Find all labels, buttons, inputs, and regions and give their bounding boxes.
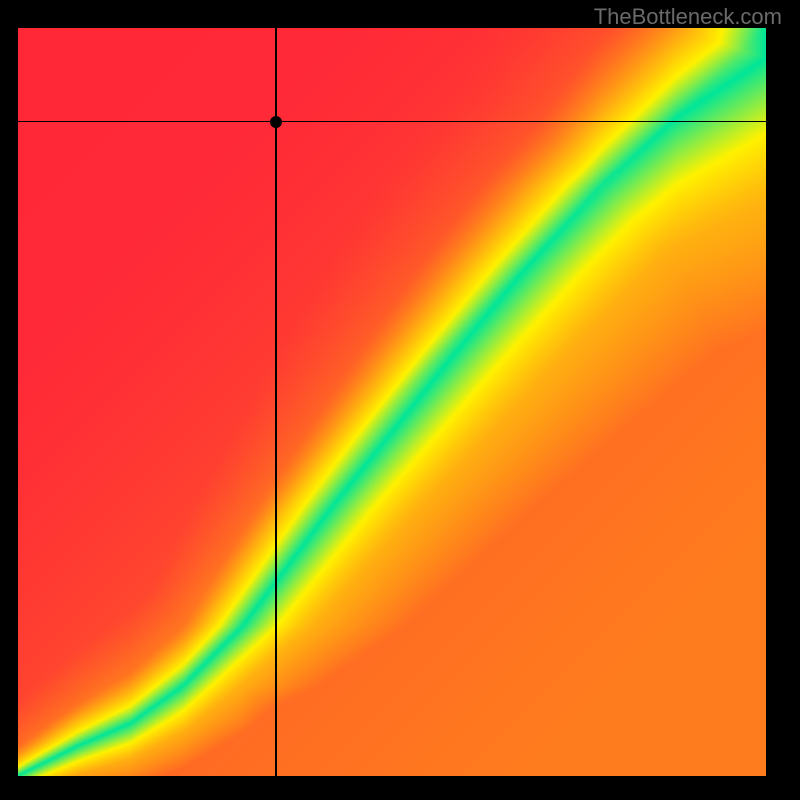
crosshair-vertical [275,28,277,776]
bottleneck-heatmap [18,28,766,776]
crosshair-marker [270,116,282,128]
crosshair-horizontal [18,121,766,123]
watermark-text: TheBottleneck.com [594,4,782,30]
